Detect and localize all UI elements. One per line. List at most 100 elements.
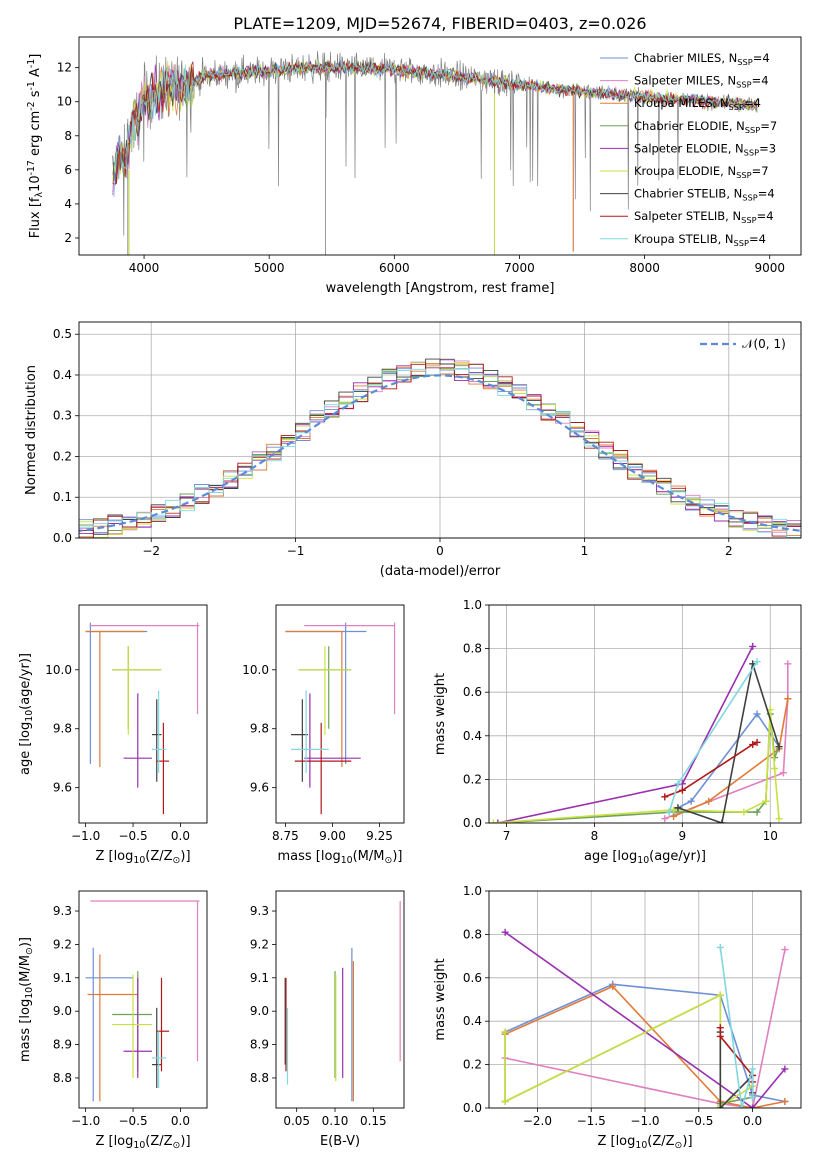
y-tick-label: 10.0 — [242, 663, 269, 677]
spectrum-panel: 4000 5000 6000 7000 8000 9000 2 4 6 8 10 12 waveleng… — [26, 36, 802, 296]
y-tick-label: 9.1 — [53, 971, 72, 985]
age-vs-mass-panel: 8.75 9.00 9.25 9.6 9.8 10.0 mass [log10(M/M⊙)] — [242, 604, 405, 866]
x-tick-label: 7 — [503, 829, 511, 843]
legend-label: Salpeter ELODIE, NSSP=3 — [634, 141, 776, 157]
weight-line-3 — [497, 713, 780, 823]
y-tick-label: 10.0 — [45, 663, 72, 677]
weight-marker — [718, 819, 726, 823]
weight-marker — [781, 1097, 789, 1105]
y-tick-label: 9.3 — [250, 904, 269, 918]
weight-marker — [501, 1097, 509, 1105]
x-tick-label: 5000 — [254, 261, 285, 275]
y-tick-label: 0.2 — [463, 1058, 482, 1072]
weight-marker — [762, 797, 770, 805]
weight-marker — [749, 642, 757, 650]
mass-vs-metallicity-panel: −1.0 −0.5 0.0 8.8 8.9 9.0 9.1 9.2 9.3 Z [log10(Z/… — [18, 890, 208, 1151]
weight-marker — [738, 1104, 746, 1108]
y-axis-label: mass [log10(M/M⊙)] — [18, 937, 35, 1062]
x-tick-label: −1.0 — [71, 1114, 100, 1128]
y-tick-label: 9.2 — [250, 937, 269, 951]
weight-marker — [749, 741, 757, 749]
weight-marker — [665, 808, 673, 816]
x-tick-label: −1 — [287, 544, 305, 558]
normal-reference-curve — [79, 374, 801, 533]
axes-frame — [275, 604, 405, 824]
y-axis-label: Flux [fλ10-17 erg cm-2 s-1 A-1] — [26, 54, 45, 239]
y-tick-label: 9.8 — [53, 722, 72, 736]
x-tick-label: 1 — [581, 544, 589, 558]
x-tick-label: 0.0 — [171, 829, 190, 843]
weight-marker — [753, 738, 761, 746]
weight-marker — [779, 769, 787, 777]
weight-marker — [661, 815, 669, 823]
legend: Chabrier MILES, NSSP=4 Salpeter MILES, NS… — [600, 51, 777, 248]
legend-label: Kroupa ELODIE, NSSP=7 — [634, 164, 769, 180]
mass-vs-extinction-panel: 0.05 0.10 0.15 8.8 8.9 9.0 9.1 9.2 9.3 E(B-V) — [250, 890, 405, 1149]
y-tick-label: 9.0 — [53, 1004, 72, 1018]
weight-line-7 — [664, 741, 758, 798]
axes-frame — [275, 890, 405, 1109]
x-tick-label: 8 — [591, 829, 599, 843]
y-tick-label: 8 — [64, 129, 72, 143]
x-tick-label: 0.10 — [322, 1114, 349, 1128]
weight-marker — [740, 808, 748, 816]
weight-marker — [716, 1024, 724, 1032]
weight-marker — [753, 658, 761, 666]
y-tick-label: 0.4 — [463, 729, 482, 743]
x-tick-label: 0 — [436, 544, 444, 558]
weight-marker — [674, 780, 682, 788]
y-tick-label: 8.8 — [250, 1071, 269, 1085]
x-tick-label: −0.5 — [684, 1114, 713, 1128]
x-tick-label: −1.0 — [71, 829, 100, 843]
weight-marker — [674, 804, 682, 812]
x-axis-label: E(B-V) — [320, 1134, 360, 1149]
y-tick-label: 8.8 — [53, 1071, 72, 1085]
weight-marker — [781, 1065, 789, 1073]
weight-line-5 — [504, 993, 754, 1108]
weight-line-1 — [504, 949, 786, 1108]
x-tick-label: −2.0 — [523, 1114, 552, 1128]
y-tick-label: 0.1 — [53, 490, 72, 504]
x-tick-label: 0.15 — [360, 1114, 387, 1128]
legend-label: Chabrier STELIB, NSSP=4 — [634, 187, 775, 203]
y-tick-label: 0.2 — [463, 772, 482, 786]
y-tick-label: 0.0 — [463, 816, 482, 830]
weight-marker — [716, 1104, 724, 1108]
y-tick-label: 9.3 — [53, 904, 72, 918]
x-tick-label: 9.00 — [319, 829, 346, 843]
y-tick-label: 9.2 — [53, 937, 72, 951]
legend-label: Salpeter MILES, NSSP=4 — [634, 74, 769, 90]
weight-line-2 — [673, 698, 789, 818]
x-axis-label: (data-model)/error — [380, 564, 501, 579]
plot-area — [285, 622, 396, 815]
legend-label: 𝒩(0, 1) — [742, 337, 786, 351]
weight-line-5 — [493, 709, 780, 823]
weight-marker — [501, 1028, 509, 1036]
legend-label: Chabrier ELODIE, NSSP=7 — [634, 119, 777, 135]
plot-area — [85, 900, 200, 1102]
y-tick-label: 9.8 — [250, 722, 269, 736]
plot-area — [489, 642, 792, 823]
y-tick-label: 10 — [57, 95, 72, 109]
weight-marker — [753, 710, 761, 718]
weight-marker — [771, 765, 779, 772]
axes-frame — [78, 36, 802, 256]
x-tick-label: 7000 — [504, 261, 535, 275]
x-tick-label: −0.5 — [118, 829, 147, 843]
plot-area — [501, 928, 789, 1108]
y-tick-label: 0.3 — [53, 409, 72, 423]
y-tick-label: 9.6 — [250, 781, 269, 795]
y-axis-label: age [log10(age/yr)] — [18, 653, 35, 775]
model-spectrum-8 — [112, 61, 758, 196]
y-tick-label: 0.8 — [463, 927, 482, 941]
y-tick-label: 0.6 — [463, 971, 482, 985]
weight-marker — [501, 928, 509, 936]
plot-area — [79, 358, 801, 538]
y-tick-label: 8.9 — [250, 1038, 269, 1052]
plot-area — [284, 901, 401, 1102]
x-tick-label: −1.0 — [630, 1114, 659, 1128]
weight-marker — [494, 819, 502, 823]
weight-marker — [784, 695, 792, 703]
legend-label: Kroupa MILES, NSSP=4 — [634, 96, 761, 112]
weight-marker — [716, 943, 724, 951]
